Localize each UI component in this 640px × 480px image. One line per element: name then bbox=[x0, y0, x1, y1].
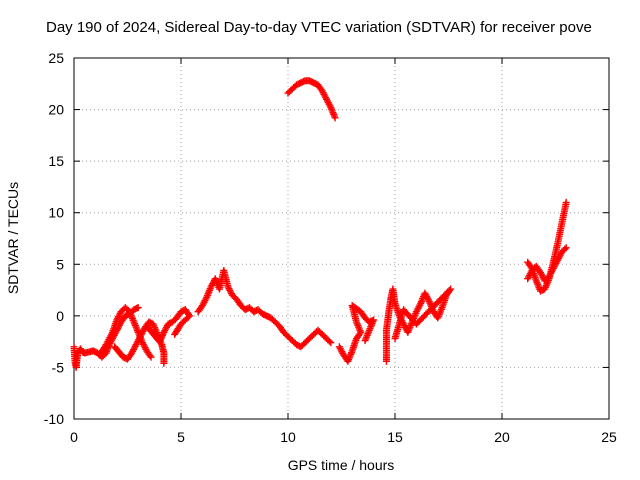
data-point bbox=[171, 329, 179, 337]
data-point bbox=[331, 114, 339, 122]
axis-ticks: 0 5 10 15 20 25 -10 -5 0 5 10 15 20 25 bbox=[44, 50, 617, 445]
data-point bbox=[158, 333, 166, 341]
data-point bbox=[146, 352, 154, 360]
x-axis-title: GPS time / hours bbox=[288, 457, 395, 473]
x-tick-label: 5 bbox=[177, 429, 185, 445]
data-point bbox=[562, 198, 570, 206]
x-tick-label: 25 bbox=[601, 429, 617, 445]
y-tick-label: 0 bbox=[56, 308, 64, 324]
y-tick-label: 20 bbox=[48, 102, 64, 118]
data-point bbox=[158, 331, 166, 339]
data-point bbox=[325, 337, 333, 345]
data-point bbox=[361, 337, 369, 345]
chart-title: Day 190 of 2024, Sidereal Day-to-day VTE… bbox=[46, 19, 592, 36]
x-tick-label: 0 bbox=[70, 429, 78, 445]
x-tick-label: 10 bbox=[280, 429, 296, 445]
data-marks bbox=[70, 77, 570, 371]
plot-frame bbox=[73, 57, 610, 420]
x-tick-label: 20 bbox=[494, 429, 510, 445]
data-point bbox=[171, 330, 179, 338]
data-point bbox=[147, 353, 155, 361]
series-seg2 bbox=[96, 304, 155, 361]
data-point bbox=[327, 339, 335, 347]
data-point bbox=[157, 335, 165, 343]
y-axis-title: SDTVAR / TECUs bbox=[5, 182, 21, 294]
series-seg5 bbox=[194, 266, 335, 351]
y-tick-label: -5 bbox=[52, 359, 65, 375]
y-tick-label: 25 bbox=[48, 50, 64, 66]
data-point bbox=[561, 245, 569, 253]
data-point bbox=[562, 244, 570, 252]
data-point bbox=[160, 359, 168, 367]
series-seg4 bbox=[143, 306, 194, 346]
y-tick-label: 15 bbox=[48, 153, 64, 169]
data-point bbox=[159, 330, 167, 338]
data-point bbox=[156, 336, 164, 344]
series-seg6 bbox=[284, 77, 339, 122]
y-tick-label: -10 bbox=[44, 411, 64, 427]
y-tick-label: 10 bbox=[48, 205, 64, 221]
series-seg10 bbox=[524, 198, 570, 295]
series-seg7 bbox=[335, 302, 378, 365]
grid-lines bbox=[74, 58, 609, 419]
data-point bbox=[156, 338, 164, 346]
series-seg8 bbox=[382, 285, 455, 365]
y-tick-label: 5 bbox=[56, 256, 64, 272]
data-point bbox=[391, 335, 399, 343]
x-tick-label: 15 bbox=[387, 429, 403, 445]
data-point bbox=[134, 304, 142, 312]
